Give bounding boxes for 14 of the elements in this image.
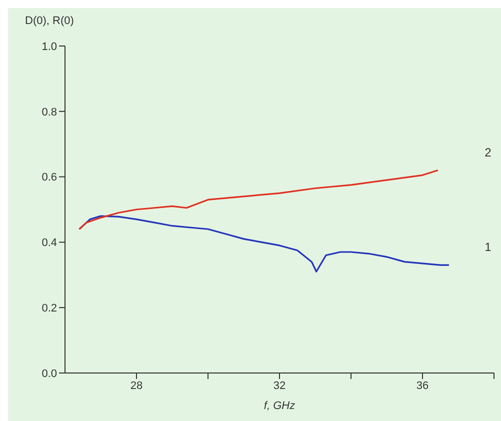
x-tick-label: 32: [273, 380, 286, 392]
text: 2: [484, 145, 492, 160]
x-tick-label: 28: [130, 380, 143, 392]
y-tick-label: 0.6: [42, 172, 57, 184]
x-tick-label: 36: [416, 380, 429, 392]
line-series: [78, 169, 439, 230]
y-tick-label: 0.4: [42, 237, 57, 250]
y-tick-label: 1.0: [42, 40, 57, 53]
x-axis-title: f, GHz: [264, 400, 296, 412]
text: 1: [484, 240, 492, 254]
y-axis-title: D(0), R(0): [25, 15, 74, 27]
y-tick-label: 0.8: [42, 106, 57, 118]
y-tick-label: 0.0: [42, 368, 57, 380]
y-tick-label: 0.2: [42, 302, 57, 315]
